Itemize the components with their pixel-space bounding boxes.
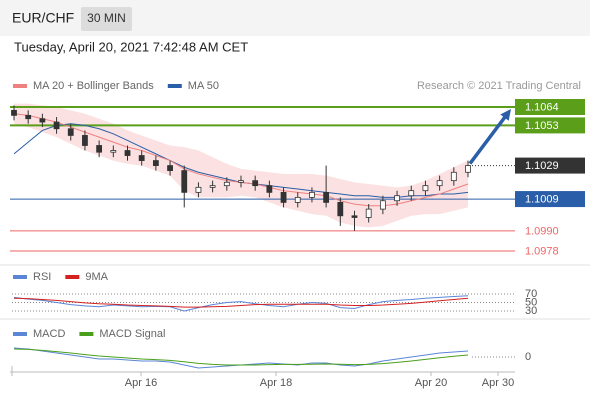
candle-body xyxy=(181,170,188,193)
legend-swatch xyxy=(79,332,94,336)
series-line xyxy=(13,348,469,366)
candle-body xyxy=(351,215,358,218)
legend-label: MA 20 + Bollinger Bands xyxy=(33,80,154,92)
legend-swatch xyxy=(167,84,182,88)
level-label: 1.1064 xyxy=(525,101,559,113)
candle-body xyxy=(465,165,471,173)
y-tick-label: 50 xyxy=(525,296,537,308)
candle-body xyxy=(365,208,372,218)
y-tick-label: 0 xyxy=(525,351,531,363)
candle-body xyxy=(138,155,145,161)
candle-body xyxy=(436,180,443,187)
datetime: Tuesday, April 20, 2021 7:42:48 AM CET xyxy=(14,39,248,54)
candle-body xyxy=(408,190,415,197)
candle-body xyxy=(195,186,202,193)
candle-body xyxy=(337,202,344,217)
forecast-arrow xyxy=(468,114,508,165)
candle-body xyxy=(252,180,259,187)
level-box xyxy=(515,157,585,174)
candle-body xyxy=(309,191,315,198)
candle-body xyxy=(294,196,301,203)
legend-swatch xyxy=(13,332,27,336)
candle-body xyxy=(152,160,159,166)
candle-body xyxy=(110,150,117,153)
candle-body xyxy=(238,180,244,183)
y-tick-label: 70 xyxy=(525,288,537,300)
legend-swatch xyxy=(13,84,27,88)
level-label: 1.1029 xyxy=(525,160,559,172)
candle-body xyxy=(11,109,17,116)
level-label: 1.1053 xyxy=(525,120,559,132)
candle-body xyxy=(53,121,60,130)
level-label: 1.1009 xyxy=(525,193,559,205)
x-tick-label: Apr 18 xyxy=(260,377,292,389)
candle-body xyxy=(67,128,74,136)
x-tick-label: Apr 20 xyxy=(415,377,447,389)
candle-body xyxy=(167,165,173,172)
candle-body xyxy=(422,185,429,192)
x-tick-label: Apr 30 xyxy=(482,377,514,389)
credit: Research © 2021 Trading Central xyxy=(417,80,581,92)
level-box xyxy=(515,98,585,115)
level-label: 1.0978 xyxy=(525,245,559,257)
candle-body xyxy=(96,145,103,153)
candle-body xyxy=(39,118,46,123)
candle-body xyxy=(266,185,273,193)
legend-label: 9MA xyxy=(85,271,108,283)
candle-body xyxy=(124,150,131,156)
legend-label: MACD xyxy=(33,328,65,340)
candle-body xyxy=(25,114,32,120)
candle-body xyxy=(394,195,400,202)
interval-button[interactable] xyxy=(81,7,132,31)
candle-body xyxy=(379,200,386,210)
candle-body xyxy=(450,171,457,182)
symbol: EUR/CHF xyxy=(12,10,74,26)
legend-label: MA 50 xyxy=(188,80,219,92)
candle-body xyxy=(82,135,88,146)
legend-label: MACD Signal xyxy=(99,328,165,340)
series-line xyxy=(13,297,469,308)
forecast-arrowhead xyxy=(500,108,511,121)
x-tick-label: Apr 16 xyxy=(125,377,157,389)
interval-label[interactable]: 30 MIN xyxy=(87,11,126,25)
candle-body xyxy=(209,185,216,188)
series-line xyxy=(13,295,469,312)
legend-swatch xyxy=(13,275,27,279)
legend-swatch xyxy=(65,275,80,279)
candle-body xyxy=(323,191,330,203)
legend-label: RSI xyxy=(33,271,51,283)
level-box xyxy=(515,117,585,134)
candle-body xyxy=(223,181,230,187)
level-box xyxy=(515,191,585,208)
y-tick-label: 30 xyxy=(525,305,537,317)
candle-body xyxy=(280,191,287,203)
level-label: 1.0990 xyxy=(525,225,559,237)
bollinger-band xyxy=(14,103,468,228)
